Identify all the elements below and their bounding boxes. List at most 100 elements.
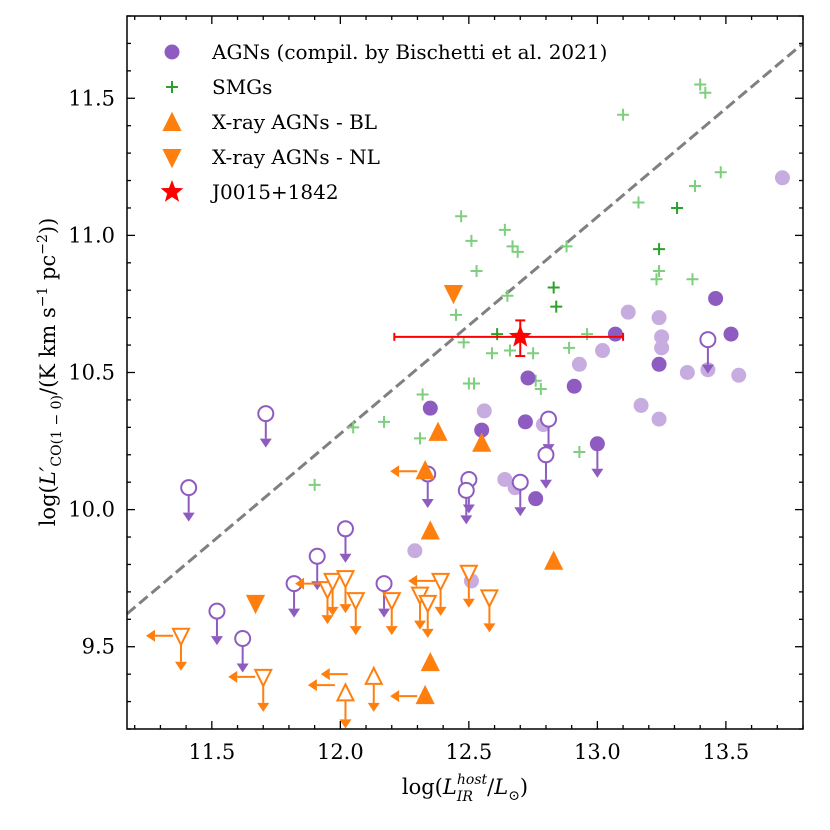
xray-nl-upper-point xyxy=(253,668,273,689)
xray-nl-upper-point xyxy=(418,594,438,615)
xray-nl-upper-point xyxy=(346,592,366,612)
xray-nl-down-arrow-head xyxy=(483,623,496,633)
x-tick-label: 11.5 xyxy=(188,740,235,764)
xray-nl-left-arrow-head xyxy=(295,577,305,590)
agn-light-point xyxy=(679,365,695,380)
agn-upper-point xyxy=(234,630,252,648)
xray-nl-left-arrow-head xyxy=(307,679,317,692)
smg-light-point xyxy=(699,86,712,99)
target-point xyxy=(508,324,532,347)
agn-point xyxy=(520,370,536,386)
xray-nl-left-arrow xyxy=(145,629,173,642)
agn-light-point xyxy=(654,329,670,345)
smg-light-point xyxy=(455,210,468,223)
x-tick-label: 12.0 xyxy=(317,740,364,764)
agn-upper-point xyxy=(257,405,275,423)
y-tick-label: 11.5 xyxy=(68,86,115,110)
xray-up-open-arrow xyxy=(339,701,352,729)
smg-light-point xyxy=(416,388,429,401)
legend: AGNs (compil. by Bischetti et al. 2021) … xyxy=(160,40,607,204)
xray-nl-left-arrow-head xyxy=(320,668,330,681)
smg-light-point xyxy=(694,78,707,91)
smg-point xyxy=(547,281,560,294)
x-tick-label: 13.5 xyxy=(703,740,750,764)
xray-nl-down-arrow-head xyxy=(174,661,187,671)
xray-nl-down-arrow-head xyxy=(421,628,434,638)
agn-upper-arrow xyxy=(514,489,527,517)
xray-up-open-arrow-head xyxy=(367,702,380,712)
smg-light-point xyxy=(498,223,511,236)
xray-bl-left-arrow-head xyxy=(390,690,400,703)
xray-up-open-arrow xyxy=(367,684,380,712)
agn-upper-point xyxy=(336,520,354,538)
agn-upper-arrow-head xyxy=(182,512,195,522)
xray-nl-left-arrow xyxy=(295,577,323,590)
xray-nl-down-arrow-head xyxy=(434,606,447,616)
agn-light-point xyxy=(476,403,492,419)
xray-nl-upper-point xyxy=(335,570,356,590)
agn-upper-arrow xyxy=(339,535,352,563)
xray-bl-point xyxy=(420,520,440,540)
agn-upper-arrow xyxy=(182,494,195,522)
smg-light-point xyxy=(378,415,391,428)
smg-point xyxy=(550,300,563,313)
y-tick-label: 10.0 xyxy=(68,498,115,522)
agn-upper-arrow-head xyxy=(514,507,527,517)
xray-nl-left-arrow xyxy=(408,574,436,587)
smg-light-point xyxy=(581,328,594,341)
xray-nl-upper-point xyxy=(459,564,479,584)
xray-nl-left-arrow-head xyxy=(408,574,418,587)
agn-point xyxy=(607,326,623,342)
xray-nl-down-arrow-head xyxy=(385,626,398,636)
xray-nl-upper-point xyxy=(479,589,500,609)
agn-upper-arrow-head xyxy=(421,498,434,508)
xray-nl-down-arrow-head xyxy=(326,606,339,616)
agn-point xyxy=(651,356,667,372)
smg-light-point xyxy=(653,265,666,278)
agn-upper-point xyxy=(537,446,555,464)
smg-light-point xyxy=(650,273,663,286)
agn-light-point xyxy=(571,356,587,372)
xray-nl-point xyxy=(245,594,266,615)
smg-point xyxy=(491,328,504,341)
xray-nl-left-arrow xyxy=(228,670,256,683)
agn-light-point xyxy=(633,397,649,413)
xray-nl-down-arrow-head xyxy=(414,620,427,630)
xray-nl-upper-point xyxy=(171,627,191,647)
agn-point xyxy=(566,378,582,394)
xray-nl-left-arrow xyxy=(307,679,335,692)
smg-point xyxy=(653,243,666,256)
xray-nl-down-arrow-head xyxy=(321,615,334,625)
x-tick-label: 13.0 xyxy=(574,740,621,764)
smg-light-point xyxy=(347,421,360,434)
agn-upper-point xyxy=(208,602,226,620)
agn-upper-arrow xyxy=(236,645,249,673)
agn-light-point xyxy=(654,340,670,356)
xray-nl-down-arrow-head xyxy=(349,626,362,636)
agn-light-point xyxy=(651,411,667,427)
plot-area xyxy=(127,42,803,729)
agn-light-point xyxy=(407,543,423,559)
agn-point xyxy=(517,414,533,430)
agn-upper-point xyxy=(540,410,558,428)
smg-light-point xyxy=(450,308,463,321)
xray-nl-down-arrow-head xyxy=(257,702,270,712)
smg-light-point xyxy=(414,432,427,445)
xray-bl-point xyxy=(415,684,435,705)
agn-upper-arrow-head xyxy=(236,663,249,673)
agn-upper-arrow xyxy=(421,480,434,508)
legend-marker-bl xyxy=(162,111,182,131)
xray-nl-left-arrow xyxy=(320,668,348,681)
agn-light-point xyxy=(651,310,667,326)
axis-ticks: 11.5 12.0 12.5 13.0 13.5 9.5 10.0 10.5 11.0 11.5 xyxy=(68,15,804,764)
agn-upper-arrow xyxy=(460,497,473,525)
smg-light-point xyxy=(617,108,630,121)
xray-up-open-arrow-head xyxy=(339,719,352,729)
xray-nl-down-arrow-head xyxy=(462,598,475,608)
legend-label-nl: X-ray AGNs - NL xyxy=(212,145,380,169)
y-tick-label: 9.5 xyxy=(82,635,115,659)
xray-up-open-point xyxy=(364,665,384,685)
agn-upper-arrow-head xyxy=(539,479,552,489)
agn-upper-arrow-head xyxy=(339,553,352,563)
legend-marker-smg xyxy=(166,81,178,93)
